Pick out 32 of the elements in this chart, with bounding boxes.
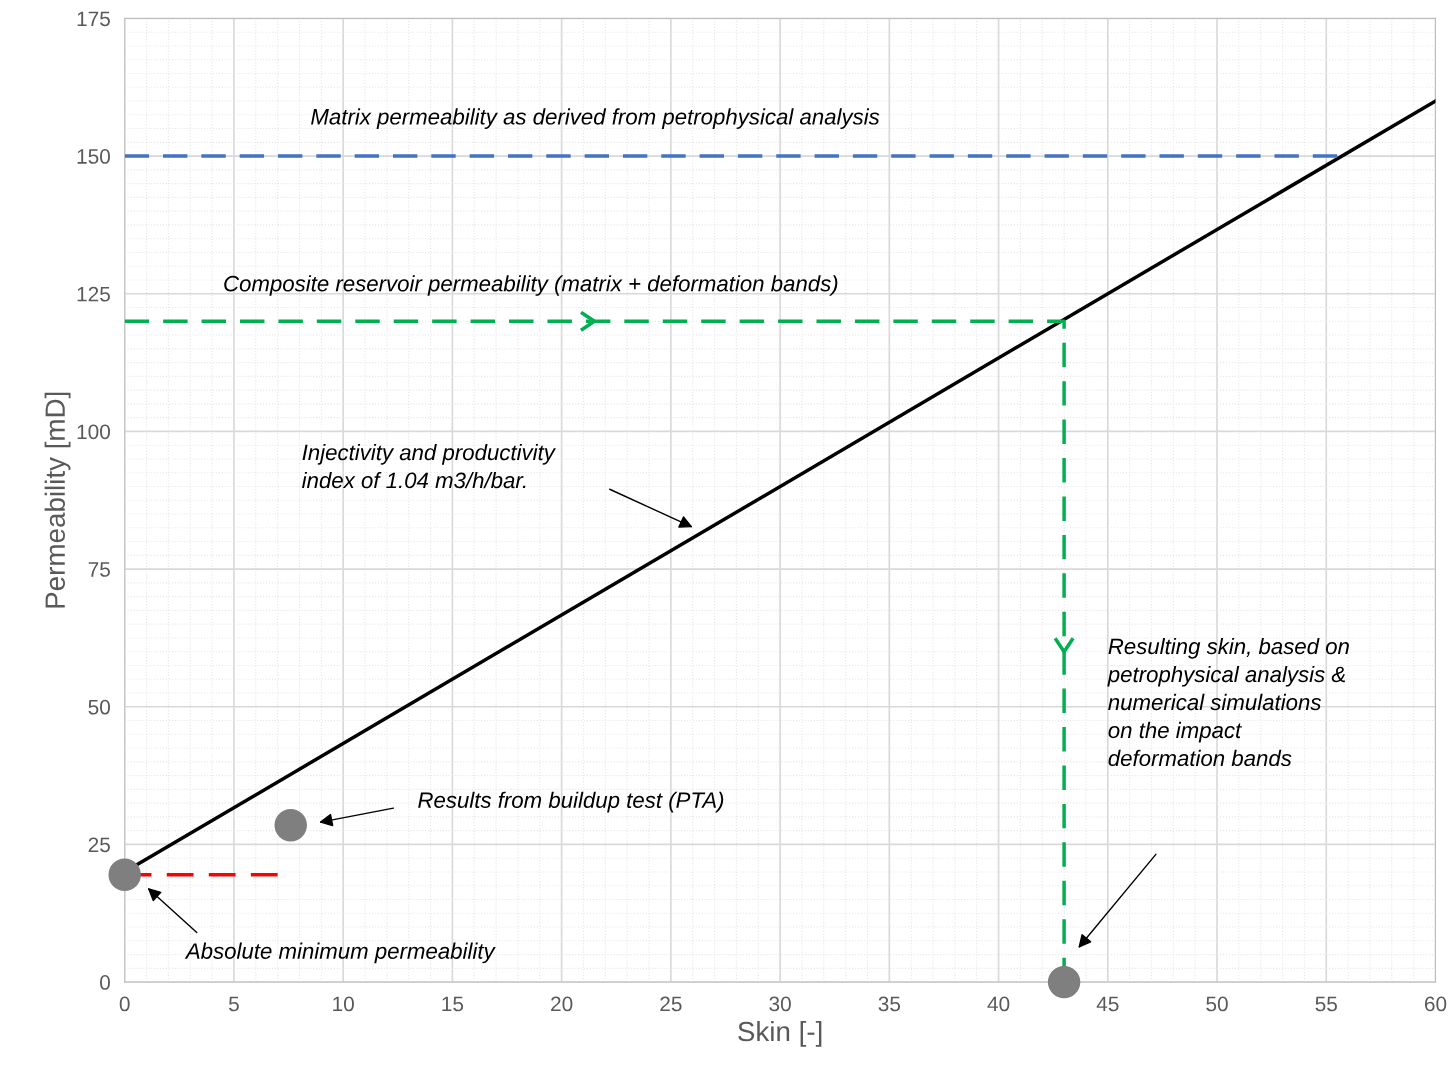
annotation: Matrix permeability as derived from petrophysical analysis <box>311 108 880 130</box>
y-tick-label: 175 <box>77 11 110 27</box>
y-tick-label: 25 <box>88 837 110 853</box>
x-tick-label: 25 <box>660 996 682 1012</box>
x-tick-label: 15 <box>442 996 464 1012</box>
x-axis-title: Skin [-] <box>738 1020 822 1047</box>
x-tick-label: 60 <box>1424 996 1447 1012</box>
point <box>274 808 307 842</box>
x-tick-label: 45 <box>1096 996 1119 1012</box>
y-tick-label: 75 <box>88 562 110 577</box>
x-tick-label: 0 <box>119 996 130 1012</box>
annotation: Resulting skin, based on petrophysical analysis & numerical simulations on the impact deformation bands <box>1107 637 1349 767</box>
annotation: Composite reservoir permeability (matrix + deformation bands) <box>224 275 838 296</box>
x-tick-label: 10 <box>333 996 354 1012</box>
y-tick-label: 50 <box>88 699 110 715</box>
x-tick-label: 20 <box>551 996 573 1012</box>
x-tick-label: 40 <box>987 996 1010 1012</box>
annotation: Absolute minimum permeability <box>184 942 496 964</box>
x-tick-label: 55 <box>1315 996 1337 1012</box>
y-axis-title: Permeability [mD] <box>44 392 71 608</box>
annotation: Injectivity and productivity index of 1.04 m3/h/bar. <box>302 443 556 489</box>
x-tick-label: 50 <box>1206 996 1228 1012</box>
point <box>108 858 141 891</box>
y-tick-label: 0 <box>100 975 110 990</box>
y-tick-label: 125 <box>77 286 110 302</box>
annotation: Results from buildup test (PTA) <box>418 791 724 813</box>
y-tick-label: 100 <box>77 424 110 440</box>
x-tick-label: 35 <box>878 996 901 1012</box>
y-tick-label: 150 <box>77 149 110 164</box>
x-tick-label: 30 <box>769 996 791 1012</box>
x-tick-label: 5 <box>228 996 239 1012</box>
point <box>1047 965 1081 999</box>
